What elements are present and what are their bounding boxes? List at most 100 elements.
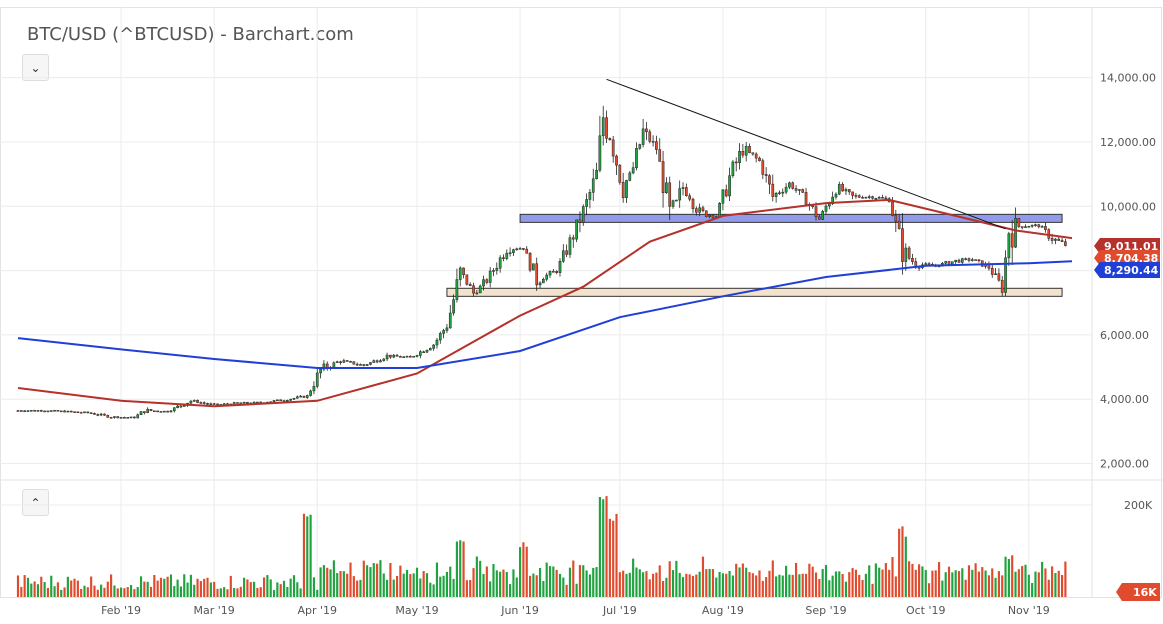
candle-body: [558, 261, 562, 273]
volume-bar: [302, 513, 306, 597]
candle-body: [681, 187, 685, 189]
volume-bar: [286, 587, 289, 597]
candle-body: [445, 327, 449, 331]
volume-bar: [33, 581, 36, 597]
volume-bar: [429, 582, 432, 597]
volume-bar: [479, 560, 482, 597]
candle-body: [685, 187, 688, 197]
volume-bar: [957, 571, 961, 597]
candle-body: [1034, 224, 1037, 226]
volume-bar: [272, 590, 276, 597]
volume-bar: [655, 572, 658, 597]
volume-bar: [216, 588, 219, 597]
candle-body: [448, 312, 452, 329]
volume-bar: [937, 562, 941, 597]
volume-bar: [432, 584, 435, 597]
volume-bar: [20, 586, 23, 597]
candle-body: [911, 258, 914, 262]
volume-bar: [751, 573, 754, 597]
volume-tick-label: 200K: [1124, 499, 1153, 512]
candle-body: [990, 267, 994, 275]
candle-body: [482, 279, 485, 287]
price-tag-label: 8,290.44: [1104, 264, 1159, 277]
candle-body: [63, 410, 66, 413]
candle-body: [661, 161, 665, 193]
candle-body: [292, 397, 296, 400]
candle-body: [369, 362, 372, 365]
candle-body: [342, 360, 346, 363]
volume-bar: [435, 562, 439, 597]
volume-bar: [728, 570, 731, 597]
candle-body: [731, 161, 735, 176]
volume-bar: [512, 569, 515, 597]
volume-bar: [103, 587, 106, 597]
volume-bar: [465, 580, 468, 597]
candle-body: [1050, 238, 1054, 241]
candle-body: [93, 413, 96, 415]
volume-bar: [927, 583, 931, 597]
volume-bar: [389, 562, 392, 597]
volume-bar: [1060, 574, 1064, 597]
candle-body: [206, 403, 209, 405]
candle-body: [944, 261, 948, 264]
volume-bar: [608, 518, 611, 597]
volume-bar: [884, 563, 887, 597]
volume-bar: [166, 576, 169, 597]
candle-body: [129, 416, 133, 419]
volume-bar: [775, 576, 778, 597]
volume-bar: [851, 568, 854, 597]
candle-body: [518, 248, 522, 250]
volume-bar: [861, 580, 864, 597]
candle-body: [615, 155, 618, 166]
volume-bar: [1047, 579, 1050, 597]
volume-bar: [804, 573, 808, 597]
volume-bar: [139, 576, 143, 597]
volume-bar: [588, 574, 591, 597]
candle-body: [166, 410, 169, 413]
volume-bar: [924, 570, 927, 597]
candle-body: [1064, 241, 1067, 246]
volume-bar: [901, 526, 904, 597]
volume-bar: [605, 496, 608, 597]
candle-body: [834, 193, 838, 198]
volume-bar: [156, 580, 159, 597]
candle-body: [312, 386, 316, 392]
collapse-price-button[interactable]: ⌄: [22, 54, 49, 81]
candle-body: [152, 410, 156, 413]
candle-body: [754, 153, 758, 159]
volume-bar: [688, 574, 691, 597]
volume-bar: [395, 576, 399, 597]
volume-bar: [914, 569, 917, 597]
candle-body: [16, 410, 20, 412]
x-tick-label: Nov '19: [1008, 604, 1050, 617]
volume-bar: [1037, 572, 1040, 597]
volume-bar: [56, 582, 59, 597]
candle-body: [282, 400, 286, 402]
candle-body: [788, 182, 791, 188]
volume-bar: [844, 581, 848, 597]
candle-body: [189, 400, 193, 404]
candle-body: [864, 196, 868, 199]
collapse-volume-button[interactable]: ⌃: [22, 489, 49, 516]
candle-body: [172, 407, 176, 412]
candle-body: [236, 402, 239, 404]
candle-body: [176, 405, 179, 408]
volume-bar: [356, 580, 359, 597]
volume-bar: [226, 589, 229, 597]
candle-body: [784, 186, 788, 193]
volume-bar: [169, 574, 173, 597]
candle-body: [897, 220, 901, 229]
volume-bar: [618, 572, 621, 597]
candle-body: [216, 403, 219, 406]
volume-bar: [758, 570, 761, 597]
candle-body: [771, 183, 775, 197]
candle-body: [182, 405, 186, 407]
candle-body: [651, 141, 655, 143]
volume-bar: [715, 577, 718, 597]
volume-bar: [981, 567, 984, 597]
volume-bar: [495, 570, 498, 597]
volume-bar: [874, 563, 877, 597]
volume-bar: [269, 579, 272, 597]
volume-bar: [1017, 569, 1020, 597]
volume-bar: [987, 575, 991, 597]
